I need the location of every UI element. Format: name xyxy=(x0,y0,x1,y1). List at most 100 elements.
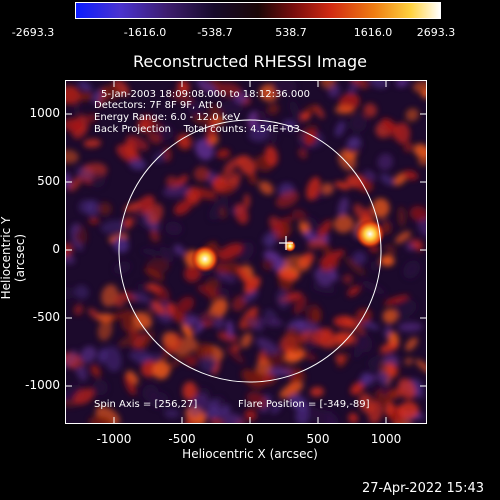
texture-blob xyxy=(162,184,190,198)
texture-blob xyxy=(335,354,345,364)
texture-blob xyxy=(244,409,257,421)
texture-blob xyxy=(345,257,366,276)
texture-blob xyxy=(73,104,81,115)
texture-blob xyxy=(223,156,243,173)
rhessi-image xyxy=(66,81,426,423)
texture-blob xyxy=(218,243,243,261)
texture-blob xyxy=(384,244,396,256)
spin-axis-cross xyxy=(279,236,293,250)
texture-blob xyxy=(130,292,151,303)
y-tick-label: -500 xyxy=(32,310,60,324)
texture-blob xyxy=(306,216,321,238)
texture-blob xyxy=(128,327,139,339)
texture-blob xyxy=(100,220,126,234)
texture-blob xyxy=(271,402,282,414)
texture-blob xyxy=(126,134,149,151)
texture-blob xyxy=(88,217,100,225)
texture-blob xyxy=(320,258,339,272)
hot-source-2 xyxy=(355,219,385,249)
texture-blob xyxy=(275,190,299,208)
texture-blob xyxy=(310,386,324,397)
texture-blob xyxy=(196,81,217,94)
texture-blob xyxy=(151,299,166,315)
texture-blob xyxy=(350,381,365,395)
texture-blob xyxy=(382,308,398,324)
texture-blob xyxy=(166,302,177,316)
texture-blob xyxy=(208,135,219,146)
texture-blob xyxy=(248,128,269,142)
texture-blob xyxy=(307,239,326,249)
texture-blob xyxy=(80,346,97,363)
texture-blob xyxy=(96,313,113,322)
texture-blob xyxy=(225,346,245,364)
texture-blob xyxy=(226,320,234,339)
texture-blob xyxy=(97,202,112,216)
texture-blob xyxy=(342,315,365,334)
y-tick-label: 0 xyxy=(52,242,60,256)
texture-blob xyxy=(405,337,418,351)
texture-blob xyxy=(379,173,395,186)
texture-blob xyxy=(256,337,280,356)
texture-blob xyxy=(243,193,251,209)
y-axis-label: Heliocentric Y (arcsec) xyxy=(0,216,27,300)
texture-blob xyxy=(403,142,413,153)
texture-blob xyxy=(149,229,160,243)
texture-blob xyxy=(337,197,349,218)
texture-blob xyxy=(88,113,97,123)
texture-blob xyxy=(177,81,190,94)
texture-blob xyxy=(216,148,231,159)
texture-blob xyxy=(66,118,83,132)
texture-blob xyxy=(284,326,304,354)
texture-blob xyxy=(246,391,268,409)
annotation-method: Back Projection Total counts: 4.54E+03 xyxy=(94,124,300,135)
texture-blob xyxy=(306,176,321,201)
texture-blob xyxy=(129,158,147,170)
texture-blob xyxy=(132,311,152,330)
texture-blob xyxy=(73,388,95,405)
texture-blob xyxy=(404,357,414,366)
x-tick-label: 0 xyxy=(246,432,254,446)
texture-blob xyxy=(380,255,395,267)
texture-blob xyxy=(78,81,92,91)
texture-blob xyxy=(266,230,279,249)
texture-blob xyxy=(70,234,83,251)
texture-blob xyxy=(352,251,367,265)
texture-blob xyxy=(124,373,136,396)
texture-blob xyxy=(114,293,126,308)
texture-blob xyxy=(364,170,377,181)
texture-blob xyxy=(231,343,241,352)
texture-blob xyxy=(243,290,259,303)
colorbar-tick: 2693.3 xyxy=(416,26,456,39)
texture-blob xyxy=(358,393,374,414)
texture-blob xyxy=(312,409,339,423)
colorbar xyxy=(75,2,441,19)
texture-blob xyxy=(113,261,131,275)
texture-blob xyxy=(412,81,426,95)
texture-blob xyxy=(184,354,198,367)
texture-blob xyxy=(334,105,355,115)
hot-source-1 xyxy=(191,245,219,273)
texture-blob xyxy=(370,260,379,272)
texture-blob xyxy=(248,174,258,185)
texture-blob xyxy=(359,372,372,386)
texture-blob xyxy=(305,304,322,325)
texture-blob xyxy=(141,248,159,256)
texture-blob xyxy=(415,359,426,374)
texture-blob xyxy=(173,244,185,256)
texture-blob xyxy=(398,322,423,332)
texture-blob xyxy=(310,327,334,344)
texture-blob xyxy=(347,285,361,297)
texture-blob xyxy=(215,82,242,97)
texture-blob xyxy=(66,172,71,189)
colorbar-tick: 1616.0 xyxy=(353,26,393,39)
annotation-energy: Energy Range: 6.0 - 12.0 keV xyxy=(94,112,241,123)
texture-blob xyxy=(128,350,152,362)
texture-blob xyxy=(379,342,399,354)
texture-blob xyxy=(148,391,169,409)
texture-blob xyxy=(219,206,227,219)
texture-blob xyxy=(240,332,253,348)
texture-blob xyxy=(193,166,210,182)
colorbar-tick: -2693.3 xyxy=(11,26,55,39)
texture-blob xyxy=(376,371,390,384)
texture-blob xyxy=(192,187,217,200)
